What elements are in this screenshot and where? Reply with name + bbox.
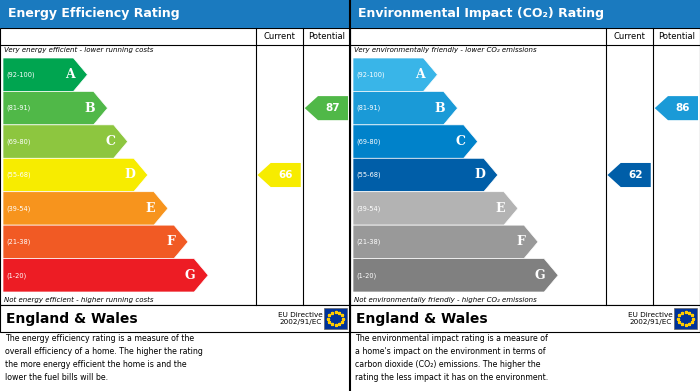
Text: EU Directive
2002/91/EC: EU Directive 2002/91/EC	[278, 312, 323, 325]
Text: E: E	[146, 202, 155, 215]
Polygon shape	[608, 163, 651, 187]
Bar	[350, 28, 700, 305]
Polygon shape	[3, 258, 208, 292]
Text: Potential: Potential	[658, 32, 695, 41]
Polygon shape	[3, 158, 148, 192]
Text: A: A	[65, 68, 75, 81]
Text: Very environmentally friendly - lower CO₂ emissions: Very environmentally friendly - lower CO…	[354, 47, 537, 53]
Polygon shape	[3, 58, 88, 91]
Text: The environmental impact rating is a measure of
a home's impact on the environme: The environmental impact rating is a mea…	[355, 334, 548, 382]
Bar	[0, 0, 350, 28]
Text: G: G	[535, 269, 545, 282]
Text: G: G	[185, 269, 195, 282]
Text: (92-100): (92-100)	[6, 72, 34, 78]
Text: (81-91): (81-91)	[356, 105, 380, 111]
Polygon shape	[353, 258, 558, 292]
Text: (21-38): (21-38)	[6, 239, 30, 245]
Text: 87: 87	[326, 103, 340, 113]
Polygon shape	[3, 192, 168, 225]
Text: (1-20): (1-20)	[6, 272, 27, 278]
Text: E: E	[496, 202, 505, 215]
Text: Very energy efficient - lower running costs: Very energy efficient - lower running co…	[4, 47, 153, 53]
Text: 86: 86	[676, 103, 690, 113]
Text: Not energy efficient - higher running costs: Not energy efficient - higher running co…	[4, 297, 153, 303]
Text: D: D	[475, 169, 485, 181]
Polygon shape	[353, 158, 498, 192]
Text: Not environmentally friendly - higher CO₂ emissions: Not environmentally friendly - higher CO…	[354, 297, 537, 303]
Polygon shape	[353, 125, 477, 158]
Text: The energy efficiency rating is a measure of the
overall efficiency of a home. T: The energy efficiency rating is a measur…	[5, 334, 203, 382]
Text: England & Wales: England & Wales	[356, 312, 488, 325]
Text: Energy Efficiency Rating: Energy Efficiency Rating	[8, 7, 180, 20]
Text: (69-80): (69-80)	[6, 138, 31, 145]
Bar	[674, 308, 697, 328]
Bar	[350, 305, 700, 332]
Text: Current: Current	[263, 32, 295, 41]
Bar	[324, 308, 347, 328]
Polygon shape	[3, 91, 108, 125]
Text: (69-80): (69-80)	[356, 138, 381, 145]
Bar	[0, 28, 350, 305]
Text: (39-54): (39-54)	[6, 205, 30, 212]
Text: F: F	[167, 235, 176, 248]
Text: 66: 66	[279, 170, 293, 180]
Polygon shape	[304, 96, 348, 120]
Text: D: D	[125, 169, 135, 181]
Polygon shape	[353, 58, 438, 91]
Bar	[350, 0, 700, 28]
Text: 62: 62	[629, 170, 643, 180]
Polygon shape	[3, 125, 127, 158]
Text: (81-91): (81-91)	[6, 105, 30, 111]
Text: (92-100): (92-100)	[356, 72, 384, 78]
Bar	[0, 305, 350, 332]
Polygon shape	[258, 163, 301, 187]
Polygon shape	[3, 225, 188, 258]
Polygon shape	[353, 91, 458, 125]
Text: (39-54): (39-54)	[356, 205, 380, 212]
Text: Environmental Impact (CO₂) Rating: Environmental Impact (CO₂) Rating	[358, 7, 604, 20]
Text: F: F	[517, 235, 526, 248]
Text: C: C	[105, 135, 115, 148]
Text: EU Directive
2002/91/EC: EU Directive 2002/91/EC	[628, 312, 673, 325]
Polygon shape	[353, 225, 538, 258]
Polygon shape	[654, 96, 698, 120]
Polygon shape	[353, 192, 518, 225]
Text: B: B	[434, 102, 445, 115]
Text: Current: Current	[613, 32, 645, 41]
Text: (55-68): (55-68)	[356, 172, 381, 178]
Text: A: A	[415, 68, 425, 81]
Text: (21-38): (21-38)	[356, 239, 380, 245]
Text: Potential: Potential	[308, 32, 345, 41]
Text: England & Wales: England & Wales	[6, 312, 138, 325]
Text: B: B	[84, 102, 95, 115]
Text: (1-20): (1-20)	[356, 272, 377, 278]
Text: (55-68): (55-68)	[6, 172, 31, 178]
Text: C: C	[455, 135, 465, 148]
